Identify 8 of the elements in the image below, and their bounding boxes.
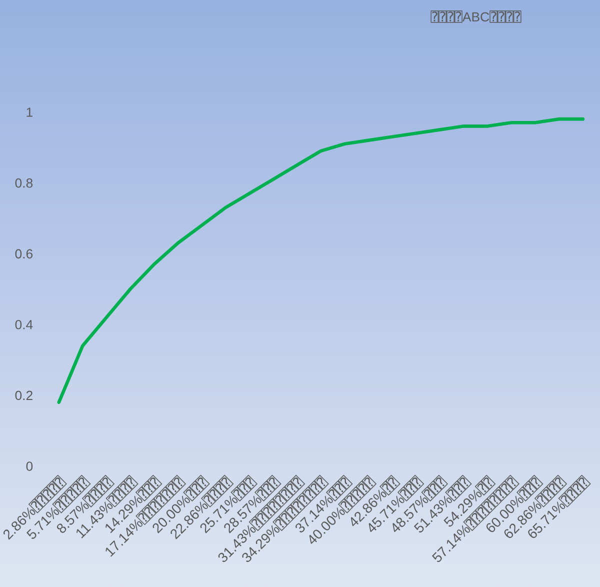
- y-tick-label: 0.8: [15, 178, 33, 188]
- line-series: [57, 117, 585, 404]
- y-tick-label: 0.4: [15, 320, 33, 330]
- chart-title: ⍰⍰⍰⍰ABC⍰⍰⍰⍰: [430, 10, 522, 23]
- y-tick-label: 0: [26, 462, 33, 471]
- y-tick-label: 1: [26, 108, 32, 117]
- y-tick-label: 0.6: [15, 249, 33, 259]
- y-tick-label: 0.2: [15, 390, 32, 400]
